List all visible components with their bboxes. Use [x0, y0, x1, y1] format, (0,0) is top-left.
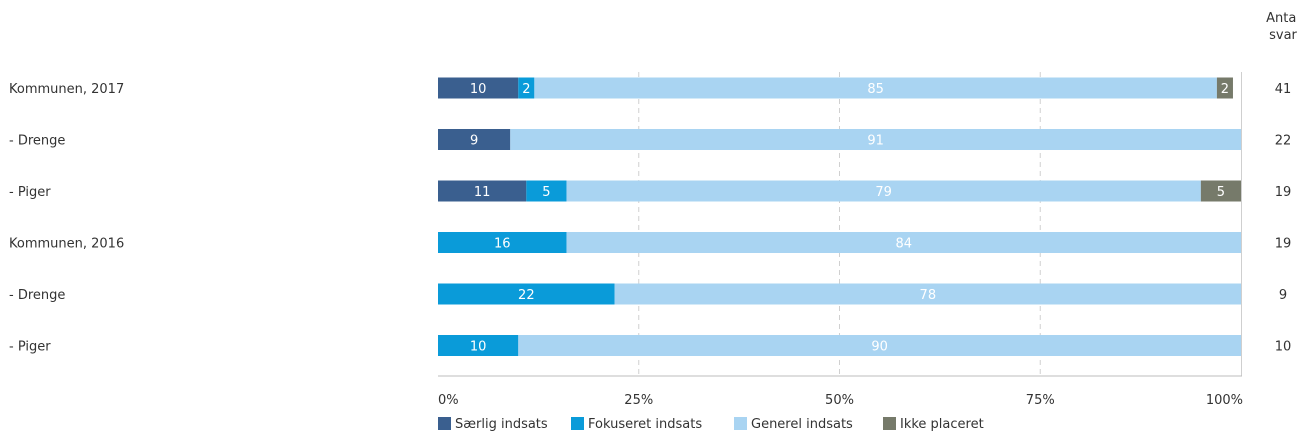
response-count: 41	[1275, 82, 1292, 97]
bar-row: - Drenge 9 91 22	[9, 129, 1291, 150]
bar-segment	[614, 283, 1241, 305]
bar-segment	[438, 129, 511, 150]
bar-value-label: 5	[542, 185, 550, 200]
legend-label: Ikke placeret	[900, 417, 984, 432]
bar-segment	[518, 335, 1241, 356]
bar-value-label: 11	[474, 185, 491, 200]
bar-segment	[526, 180, 567, 202]
category-label: - Drenge	[9, 288, 65, 303]
x-tick-label: 75%	[1026, 393, 1055, 408]
bar-value-label: 10	[470, 82, 487, 97]
count-header: svar	[1269, 28, 1297, 43]
bar-row: Kommunen, 2017 10 2 85 2 41	[9, 77, 1292, 99]
bar-row: - Drenge 22 78 9	[9, 283, 1287, 305]
bar-value-label: 5	[1217, 185, 1225, 200]
bar-segment	[1200, 180, 1241, 202]
count-header: Antal	[1266, 11, 1297, 26]
x-tick-label: 0%	[438, 393, 459, 408]
bar-value-label: 78	[920, 288, 937, 303]
bar-segment	[438, 232, 567, 253]
legend-swatch	[883, 417, 896, 430]
bar-segment	[510, 129, 1241, 150]
response-count: 22	[1275, 134, 1292, 149]
category-label: - Piger	[9, 340, 51, 355]
legend-swatch	[571, 417, 584, 430]
bar-segment	[438, 77, 519, 99]
bar-row: - Piger 11 5 79 5 19	[9, 180, 1292, 202]
legend-swatch	[734, 417, 747, 430]
legend: Særlig indsats Fokuseret indsats Generel i…	[438, 417, 984, 432]
legend-label: Fokuseret indsats	[588, 417, 702, 432]
bar-value-label: 79	[875, 185, 892, 200]
bar-row: - Piger 10 90 10	[9, 335, 1291, 356]
category-label: Kommunen, 2016	[9, 237, 124, 252]
x-tick-label: 50%	[825, 393, 854, 408]
bar-segment	[1216, 77, 1233, 99]
category-label: - Piger	[9, 185, 51, 200]
gridlines	[638, 72, 1242, 376]
bar-value-label: 85	[867, 82, 884, 97]
bar-segment	[566, 232, 1241, 253]
bar-row: Kommunen, 2016 16 84 19	[9, 232, 1291, 253]
x-tick-label: 25%	[624, 393, 653, 408]
bar-segment	[438, 180, 527, 202]
bar-segment	[534, 77, 1217, 99]
response-count: 19	[1275, 237, 1292, 252]
legend-label: Særlig indsats	[455, 417, 548, 432]
response-count: 10	[1275, 340, 1292, 355]
bar-value-label: 10	[470, 340, 487, 355]
bar-segment	[438, 283, 615, 305]
legend-swatch	[438, 417, 451, 430]
bar-value-label: 91	[867, 134, 884, 149]
category-label: - Drenge	[9, 134, 65, 149]
response-count: 19	[1275, 185, 1292, 200]
bar-value-label: 2	[1221, 82, 1229, 97]
legend-label: Generel indsats	[751, 417, 853, 432]
bar-segment	[438, 335, 519, 356]
bar-value-label: 22	[518, 288, 535, 303]
bar-value-label: 9	[470, 134, 478, 149]
bar-value-label: 16	[494, 237, 511, 252]
bar-segment	[566, 180, 1201, 202]
bar-segment	[518, 77, 535, 99]
response-count: 9	[1279, 288, 1287, 303]
bar-value-label: 2	[522, 82, 530, 97]
category-label: Kommunen, 2017	[9, 82, 124, 97]
x-tick-label: 100%	[1206, 393, 1243, 408]
bar-value-label: 84	[895, 237, 912, 252]
bar-value-label: 90	[871, 340, 888, 355]
